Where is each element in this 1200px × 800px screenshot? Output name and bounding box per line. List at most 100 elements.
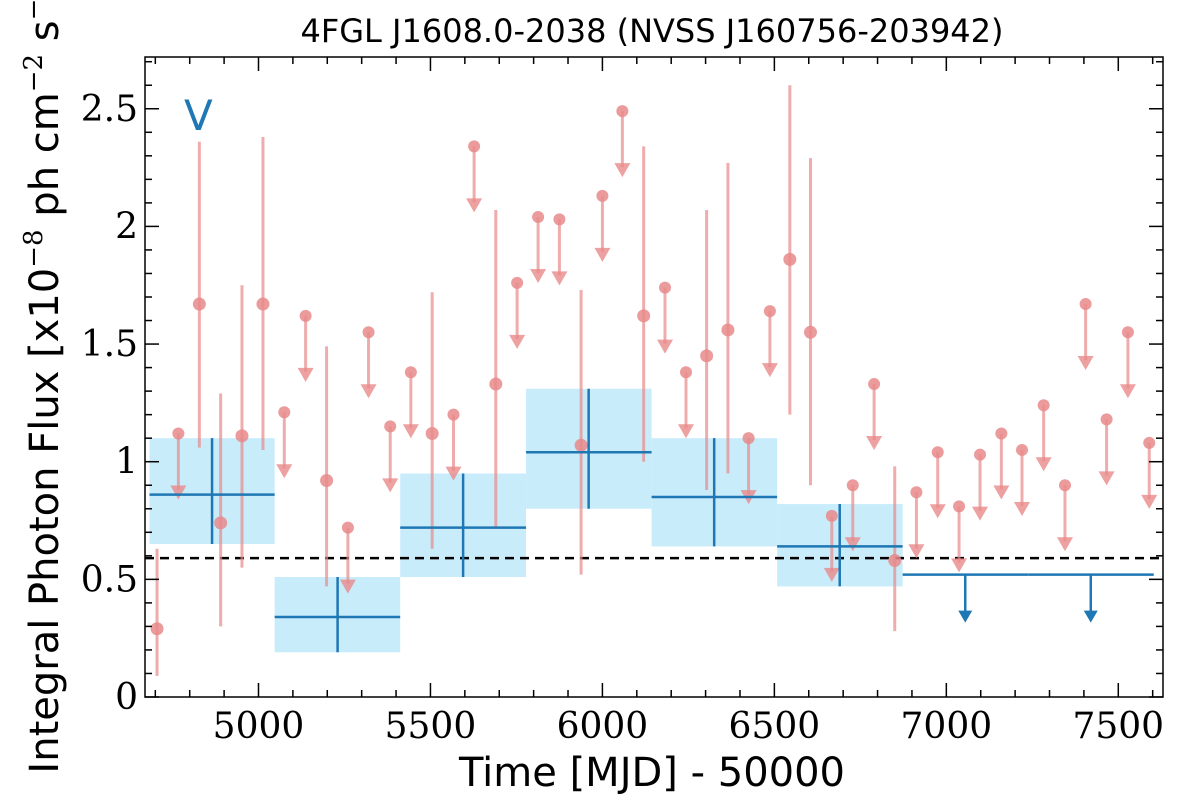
- fine-bin-upper-limit-point: [1143, 436, 1156, 449]
- x-tick-label: 5500: [385, 706, 477, 747]
- fine-bin-upper-limit-19: [844, 479, 861, 552]
- fine-bin-detection-13: [803, 158, 817, 486]
- fine-bin-upper-limit-arrowhead: [1119, 384, 1136, 399]
- y-tick-label: 1: [115, 442, 138, 483]
- y-tick-label: 0: [115, 677, 138, 718]
- fine-bin-upper-limit-arrowhead: [1141, 494, 1158, 509]
- y-axis-label-exp1: −8: [19, 229, 49, 267]
- fine-bin-upper-limit-point: [1058, 479, 1071, 492]
- fine-bin-point: [150, 622, 164, 636]
- fine-bin-detection-6: [425, 292, 439, 549]
- fine-bin-upper-limit-point: [596, 189, 609, 202]
- y-tick-label: 1.5: [81, 324, 138, 365]
- fine-bin-upper-limit-point: [742, 432, 755, 445]
- fine-bin-point: [783, 252, 797, 266]
- fine-bin-upper-limit-28: [1056, 479, 1073, 552]
- fine-bin-point: [192, 297, 206, 311]
- fine-bin-point: [721, 323, 735, 337]
- x-tick-label: 6500: [729, 706, 821, 747]
- coarse-bin-detection-0: [149, 438, 275, 545]
- fine-bin-detection-3: [235, 285, 249, 568]
- fine-bin-upper-limit-arrowhead: [951, 558, 968, 573]
- fine-bin-upper-limit-30: [1098, 413, 1115, 486]
- fine-bin-point: [637, 309, 651, 323]
- fine-bin-upper-limit-point: [995, 427, 1008, 440]
- coarse-bin-detection-4: [651, 438, 778, 547]
- fine-bin-upper-limit-21: [908, 486, 925, 559]
- fine-bin-detection-14: [888, 466, 902, 632]
- fine-bin-upper-limit-arrowhead: [657, 339, 674, 354]
- fine-bin-upper-limit-point: [362, 326, 375, 339]
- fine-bin-upper-limit-arrowhead: [677, 424, 694, 439]
- coarse-bin-detection-5: [777, 504, 903, 587]
- fine-bin-upper-limit-1: [276, 406, 293, 479]
- axes-frame: [144, 56, 1164, 698]
- fine-bin-upper-limit-8: [466, 140, 483, 213]
- fine-bin-upper-limit-arrowhead: [929, 504, 946, 519]
- fine-bin-upper-limit-point: [616, 105, 629, 118]
- coarse-bin-detection-1: [274, 577, 401, 653]
- coarse-bin-detection-3: [526, 388, 652, 509]
- fine-bin-upper-limit-27: [1035, 399, 1052, 472]
- y-axis-label-mid: ph cm: [22, 92, 68, 229]
- plot-frame: [144, 56, 1164, 698]
- fine-bin-upper-limit-arrowhead: [382, 478, 399, 493]
- fine-bin-upper-limit-arrowhead: [402, 424, 419, 439]
- fine-bin-point: [256, 297, 270, 311]
- fine-bin-upper-limit-0: [170, 427, 187, 500]
- fine-bin-upper-limit-arrowhead: [170, 485, 187, 500]
- x-tick-label: 6000: [557, 706, 649, 747]
- coarse-bin-points: [149, 388, 1154, 653]
- fine-bin-detection-8: [574, 289, 588, 575]
- fine-bin-upper-limit-10: [530, 211, 547, 283]
- fine-bin-upper-limit-point: [172, 427, 185, 440]
- fine-bin-upper-limit-arrowhead: [761, 363, 778, 378]
- x-tick-label: 5000: [213, 706, 305, 747]
- fine-bin-upper-limit-point: [659, 281, 672, 294]
- fine-bin-point: [574, 438, 588, 452]
- fine-bin-upper-limit-20: [866, 378, 883, 451]
- fine-bin-upper-limit-point: [1079, 298, 1092, 311]
- fine-bin-upper-limit-point: [974, 448, 987, 461]
- fine-bin-upper-limit-arrowhead: [993, 485, 1010, 500]
- y-axis-label: Integral Photon Flux [x10−8 ph cm−2 s−1]: [19, 0, 68, 774]
- fine-bin-upper-limit-point: [1121, 326, 1134, 339]
- fine-bin-upper-limit-arrowhead: [509, 334, 526, 349]
- fine-bin-detection-7: [489, 209, 503, 528]
- x-tick-label: 7000: [901, 706, 993, 747]
- fine-bin-point: [320, 474, 334, 488]
- fine-bin-detection-5: [320, 346, 334, 587]
- fine-bin-upper-limit-point: [447, 408, 460, 421]
- y-axis-label-mid2: s: [22, 20, 68, 54]
- fine-bin-upper-limit-point: [278, 406, 291, 419]
- fine-bin-upper-limit-point: [825, 509, 838, 522]
- fine-bin-detection-1: [192, 141, 206, 448]
- fine-bin-upper-limit-point: [1037, 399, 1050, 412]
- fine-bin-upper-limit-22: [929, 446, 946, 519]
- fine-bin-point: [803, 325, 817, 339]
- fine-bin-upper-limit-32: [1141, 436, 1158, 509]
- y-tick-label: 2: [115, 206, 138, 247]
- fine-bin-point: [489, 377, 503, 391]
- fine-bin-upper-limit-arrowhead: [614, 163, 631, 178]
- fine-bin-point: [888, 554, 902, 568]
- coarse-bin-detection-2: [400, 473, 527, 577]
- fine-bin-upper-limit-11: [551, 213, 568, 286]
- fine-bin-upper-limit-point: [846, 479, 859, 492]
- coarse-bin-upper-limit-0: [902, 573, 1029, 623]
- fine-bin-upper-limit-arrowhead: [445, 466, 462, 481]
- fine-bin-upper-limit-24: [972, 448, 989, 521]
- fine-bin-upper-limit-14: [657, 281, 674, 354]
- fine-bin-upper-limit-point: [468, 140, 481, 153]
- fine-bin-point: [214, 516, 228, 530]
- y-tick-label: 0.5: [81, 559, 138, 600]
- fine-bin-detection-10: [700, 209, 714, 490]
- x-tick-label: 7500: [1072, 706, 1164, 747]
- tick-labels: 5000 5500 6000 6500 7000 7500 0 0.5 1 1.5 2 2.5: [81, 89, 1164, 747]
- fine-bin-upper-limit-point: [868, 378, 881, 391]
- fine-bin-upper-limit-arrowhead: [297, 367, 314, 382]
- fine-bin-upper-limit-7: [445, 408, 462, 481]
- fine-bin-upper-limit-arrowhead: [339, 579, 356, 594]
- fine-bin-upper-limit-arrowhead: [466, 198, 483, 213]
- fine-bin-upper-limit-23: [951, 500, 968, 573]
